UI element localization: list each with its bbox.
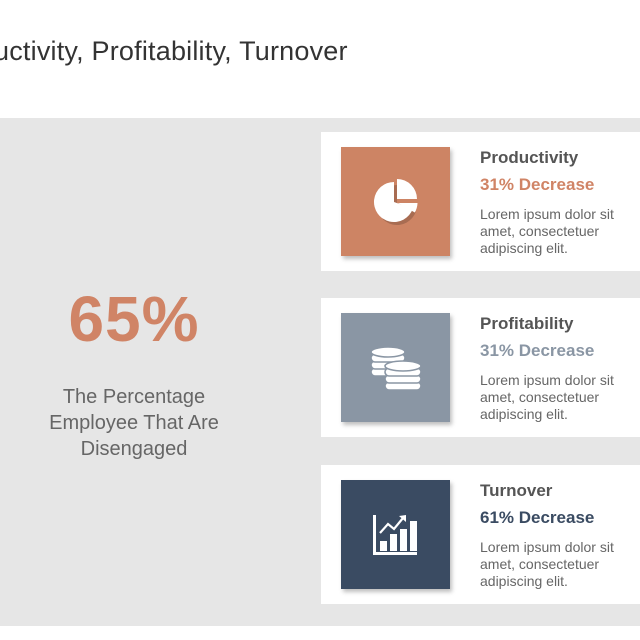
card-description-line: adipiscing elit.	[480, 240, 568, 256]
card-description-line: amet, consectetuer	[480, 556, 600, 572]
profitability-tile	[341, 313, 450, 422]
stat-value: 65%	[68, 283, 200, 355]
card-metric: 61% Decrease	[480, 508, 595, 527]
card-description-line: amet, consectetuer	[480, 223, 600, 239]
card-description-line: Lorem ipsum dolor sit	[480, 372, 614, 388]
pie-chart-icon	[373, 178, 417, 225]
card-metric: 31% Decrease	[480, 341, 595, 360]
stat-caption-line: Employee That Are	[49, 412, 219, 434]
card-title: Profitability	[480, 314, 574, 333]
card-description-line: Lorem ipsum dolor sit	[480, 539, 614, 555]
card-title: Productivity	[480, 148, 579, 167]
stat-caption-line: The Percentage	[62, 386, 206, 408]
bar-chart-growth-icon	[372, 514, 417, 555]
card-description-line: Lorem ipsum dolor sit	[480, 206, 614, 222]
slide-title: uctivity, Profitability, Turnover	[0, 36, 348, 66]
card-description: Lorem ipsum dolor sit amet, consectetuer…	[480, 206, 640, 257]
card-title: Turnover	[480, 481, 553, 500]
card-description: Lorem ipsum dolor sit amet, consectetuer…	[480, 372, 640, 423]
turnover-tile	[341, 480, 450, 589]
card-turnover: Turnover 61% Decrease Lorem ipsum dolor …	[321, 465, 640, 604]
card-description-line: adipiscing elit.	[480, 573, 568, 589]
card-description: Lorem ipsum dolor sit amet, consectetuer…	[480, 539, 640, 590]
stat-caption: The Percentage Employee That Are Disenga…	[0, 384, 268, 462]
card-productivity: Productivity 31% Decrease Lorem ipsum do…	[321, 132, 640, 271]
card-metric: 31% Decrease	[480, 175, 595, 194]
stat-caption-line: Disengaged	[80, 438, 188, 460]
card-description-line: amet, consectetuer	[480, 389, 600, 405]
productivity-tile	[341, 147, 450, 256]
coins-icon	[369, 345, 422, 391]
card-profitability: Profitability 31% Decrease Lorem ipsum d…	[321, 298, 640, 437]
card-description-line: adipiscing elit.	[480, 406, 568, 422]
